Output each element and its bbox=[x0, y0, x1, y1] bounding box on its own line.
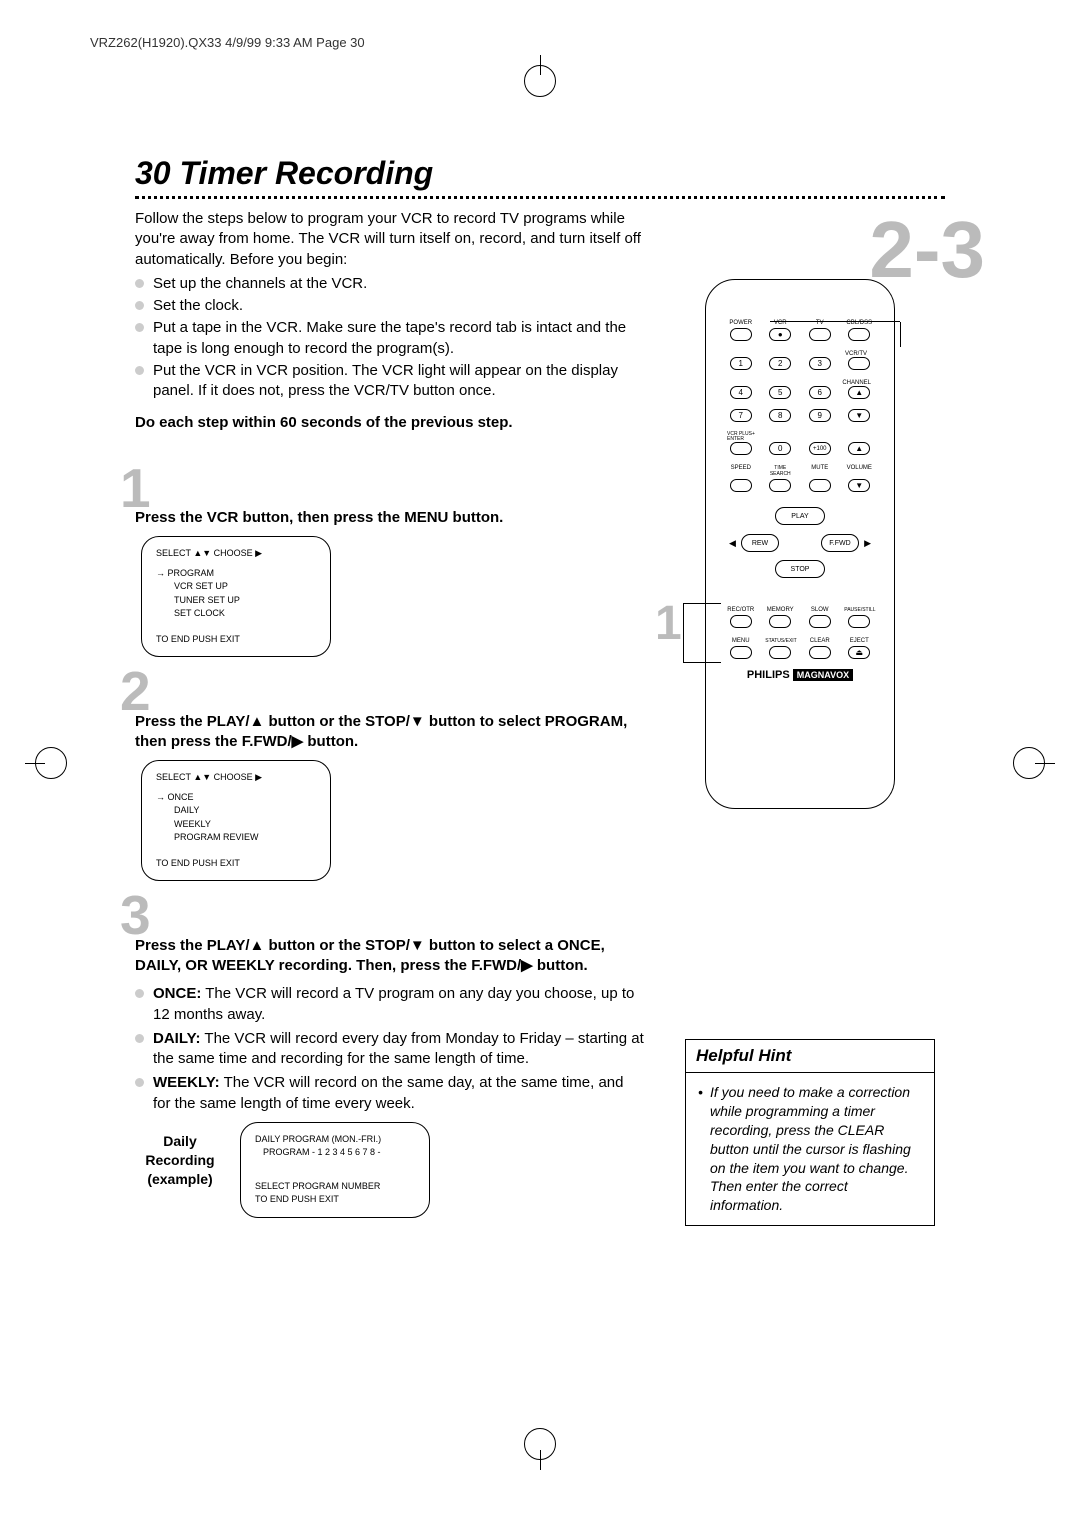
timesearch-button bbox=[769, 479, 791, 492]
callout-line bbox=[900, 322, 901, 347]
callout-line bbox=[770, 321, 900, 322]
speed-button bbox=[730, 479, 752, 492]
step1-text: Press the VCR button, then press the MEN… bbox=[135, 508, 645, 528]
callout-bracket bbox=[683, 603, 721, 663]
num-5: 5 bbox=[769, 386, 791, 399]
tv-button bbox=[809, 328, 831, 341]
num-8: 8 bbox=[769, 409, 791, 422]
step1-number: 1 bbox=[120, 464, 645, 514]
crop-mark-bottom bbox=[510, 1430, 570, 1470]
num-2: 2 bbox=[769, 357, 791, 370]
step3-options: ONCE: The VCR will record a TV program o… bbox=[135, 984, 645, 1114]
crop-mark-top bbox=[510, 55, 570, 95]
remote-step-marker: 1 bbox=[655, 596, 682, 651]
right-column: 2-3 1 POWER VCR TV CBL/DSS ● VCR/TV 1 bbox=[685, 209, 945, 1218]
option-once: ONCE: The VCR will record a TV program o… bbox=[135, 984, 645, 1025]
callout-line bbox=[683, 633, 684, 634]
rec-button bbox=[730, 615, 752, 628]
play-button: PLAY bbox=[775, 507, 825, 525]
vol-up: ▲ bbox=[848, 442, 870, 455]
num-1: 1 bbox=[730, 357, 752, 370]
num-4: 4 bbox=[730, 386, 752, 399]
remote-diagram: POWER VCR TV CBL/DSS ● VCR/TV 1 2 3 bbox=[705, 279, 895, 809]
daily-example: Daily Recording (example) DAILY PROGRAM … bbox=[135, 1122, 645, 1218]
num-7: 7 bbox=[730, 409, 752, 422]
menu-button bbox=[730, 646, 752, 659]
vol-down: ▼ bbox=[848, 479, 870, 492]
status-button bbox=[769, 646, 791, 659]
stop-button: STOP bbox=[775, 560, 825, 578]
daily-screen: DAILY PROGRAM (MON.-FRI.) PROGRAM - 1 2 … bbox=[240, 1122, 430, 1218]
helpful-hint: Helpful Hint If you need to make a corre… bbox=[685, 1039, 935, 1226]
hint-body: If you need to make a correction while p… bbox=[686, 1073, 934, 1225]
vcrtv-button bbox=[848, 357, 870, 370]
num-9: 9 bbox=[809, 409, 831, 422]
clear-button bbox=[809, 646, 831, 659]
step2-number: 2 bbox=[120, 667, 645, 717]
print-header: VRZ262(H1920).QX33 4/9/99 9:33 AM Page 3… bbox=[90, 35, 365, 50]
section-number: 2-3 bbox=[869, 204, 985, 296]
power-button bbox=[730, 328, 752, 341]
rew-button: REW bbox=[741, 534, 779, 552]
hint-title: Helpful Hint bbox=[686, 1040, 934, 1073]
page-title: 30 Timer Recording bbox=[135, 155, 945, 192]
warning-text: Do each step within 60 seconds of the pr… bbox=[135, 413, 645, 433]
setup-item: Set up the channels at the VCR. bbox=[135, 274, 645, 294]
crop-mark-right bbox=[1015, 733, 1055, 793]
transport-controls: ◀ ▶ PLAY REW F.FWD STOP bbox=[731, 502, 869, 592]
brand-label: PHILIPS MAGNAVOX bbox=[721, 669, 879, 681]
ch-up: ▲ bbox=[848, 386, 870, 399]
setup-item: Put a tape in the VCR. Make sure the tap… bbox=[135, 318, 645, 359]
instructions-column: Follow the steps below to program your V… bbox=[135, 209, 645, 1218]
eject-button: ⏏ bbox=[848, 646, 870, 659]
setup-item: Put the VCR in VCR position. The VCR lig… bbox=[135, 361, 645, 402]
plus100-button: +100 bbox=[809, 442, 831, 455]
daily-example-label: Daily Recording (example) bbox=[135, 1122, 225, 1218]
crop-mark-left bbox=[25, 733, 65, 793]
intro-text: Follow the steps below to program your V… bbox=[135, 209, 645, 270]
step3-number: 3 bbox=[120, 891, 645, 941]
setup-list: Set up the channels at the VCR. Set the … bbox=[135, 274, 645, 402]
num-6: 6 bbox=[809, 386, 831, 399]
cbl-button bbox=[848, 328, 870, 341]
option-daily: DAILY: The VCR will record every day fro… bbox=[135, 1029, 645, 1070]
step1-screen: SELECT ▲▼ CHOOSE ▶ → PROGRAM VCR SET UP … bbox=[141, 536, 331, 657]
num-3: 3 bbox=[809, 357, 831, 370]
ch-down: ▼ bbox=[848, 409, 870, 422]
title-divider bbox=[135, 196, 945, 199]
option-weekly: WEEKLY: The VCR will record on the same … bbox=[135, 1073, 645, 1114]
step3-text: Press the PLAY/▲ button or the STOP/▼ bu… bbox=[135, 936, 645, 977]
ffwd-button: F.FWD bbox=[821, 534, 859, 552]
pause-button bbox=[848, 615, 870, 628]
mute-button bbox=[809, 479, 831, 492]
setup-item: Set the clock. bbox=[135, 296, 645, 316]
step2-screen: SELECT ▲▼ CHOOSE ▶ → ONCE DAILY WEEKLY P… bbox=[141, 760, 331, 881]
vcr-button: ● bbox=[769, 328, 791, 341]
memory-button bbox=[769, 615, 791, 628]
vcrplus-button bbox=[730, 442, 752, 455]
step2-text: Press the PLAY/▲ button or the STOP/▼ bu… bbox=[135, 712, 645, 753]
num-0: 0 bbox=[769, 442, 791, 455]
slow-button bbox=[809, 615, 831, 628]
